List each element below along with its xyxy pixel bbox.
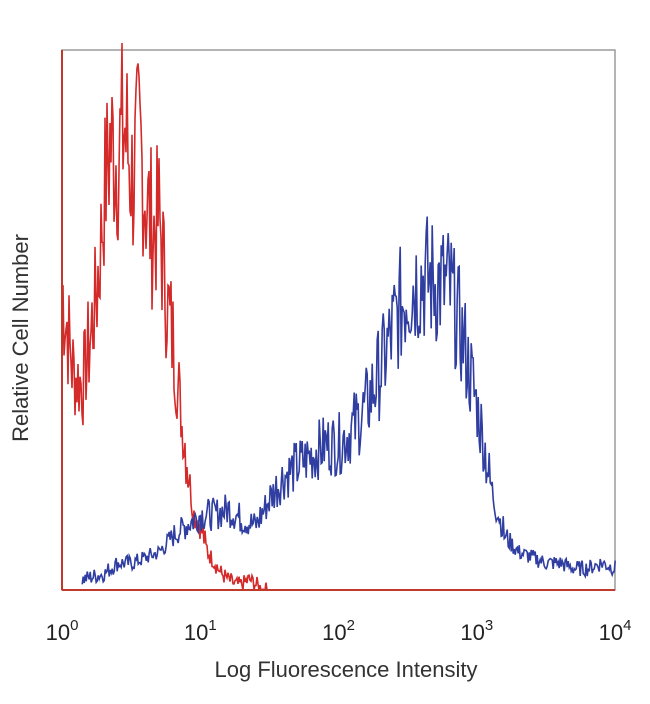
x-tick-label-0: 100 xyxy=(46,617,79,645)
histogram-series-2 xyxy=(81,216,616,585)
x-tick-label-2: 102 xyxy=(322,617,355,645)
plot-frame xyxy=(61,49,616,591)
x-tick-labels: 100 101 102 103 104 xyxy=(46,617,632,645)
x-axis-label: Log Fluorescence Intensity xyxy=(215,657,478,682)
x-tick-label-4: 104 xyxy=(599,617,632,645)
y-axis-label: Relative Cell Number xyxy=(8,234,33,442)
x-tick-label-1: 101 xyxy=(184,617,217,645)
x-tick-label-3: 103 xyxy=(460,617,493,645)
series-layer xyxy=(61,42,616,591)
histogram-series-1 xyxy=(61,42,269,591)
